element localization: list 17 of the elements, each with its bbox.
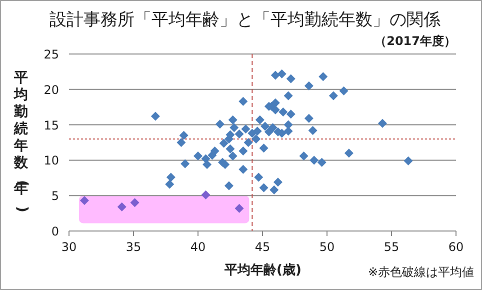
chart-title: 設計事務所「平均年齢」と「平均勤続年数」の関係 <box>50 10 440 30</box>
x-tick-label: 60 <box>448 240 464 254</box>
y-tick-label: 25 <box>44 48 59 62</box>
y-tick-label: 20 <box>44 82 59 97</box>
text: ※赤色破線は平均値 <box>368 265 474 279</box>
x-tick-label: 55 <box>384 240 400 254</box>
y-tick-label: 10 <box>44 154 59 168</box>
x-tick-label: 40 <box>190 240 206 254</box>
x-tick-label: 35 <box>126 240 142 254</box>
chart-subtitle: （2017年度） <box>374 34 456 48</box>
y-tick-label: 15 <box>44 118 59 132</box>
y-tick-label: 5 <box>51 189 59 204</box>
x-tick-label: 45 <box>254 240 270 254</box>
x-axis-title: 平均年齢(歳) <box>224 263 302 278</box>
x-tick-label: 50 <box>319 240 335 254</box>
x-tick-label: 30 <box>61 240 77 254</box>
y-tick-label: 0 <box>51 224 59 238</box>
